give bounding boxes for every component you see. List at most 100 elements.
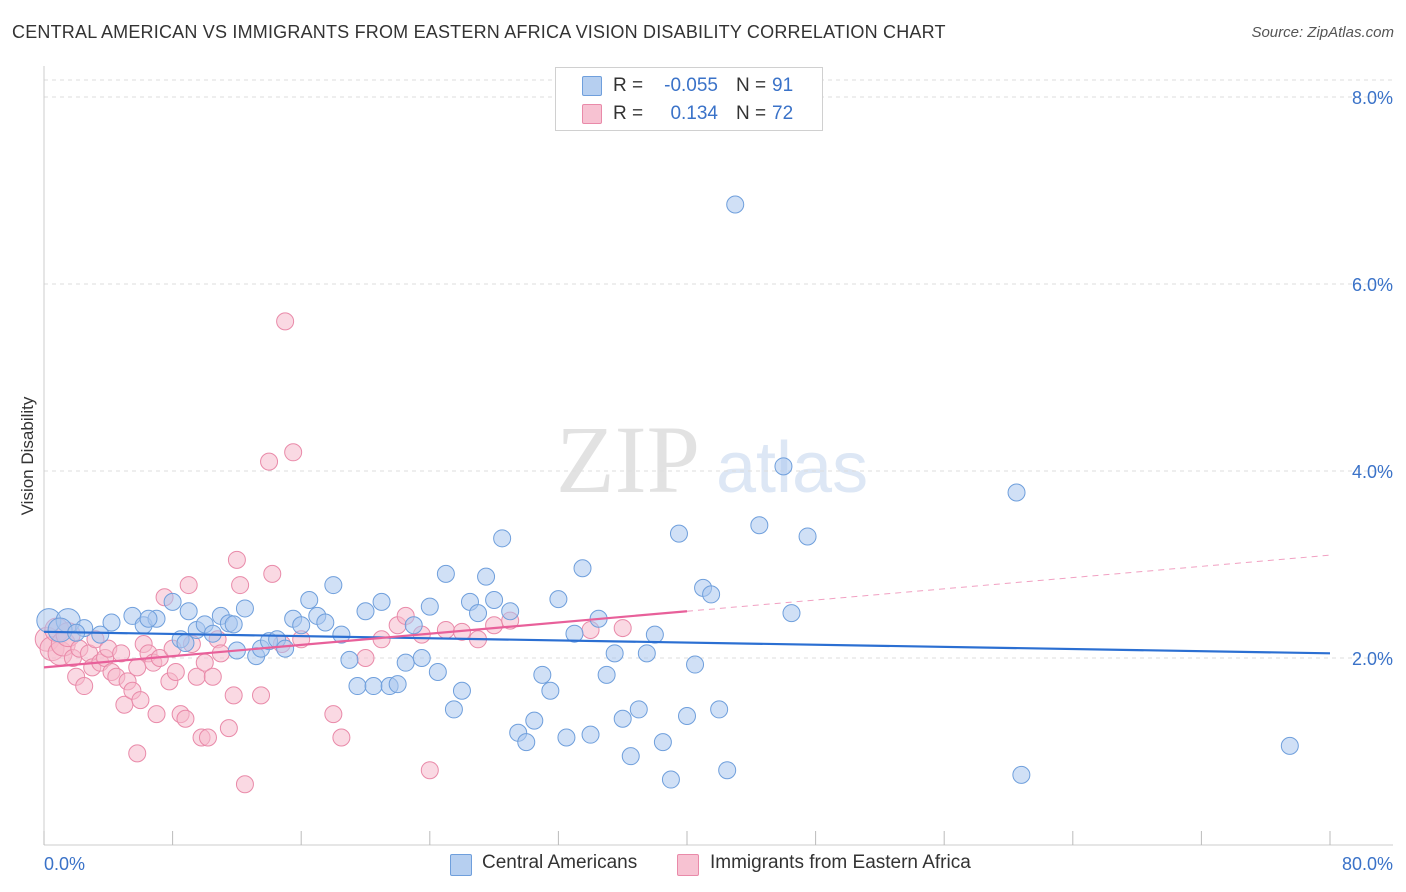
- scatter-point: [477, 567, 496, 586]
- scatter-point: [224, 686, 243, 705]
- scatter-point: [678, 706, 696, 725]
- trend-lines: [43, 554, 1331, 669]
- scatter-point: [324, 705, 343, 724]
- scatter-point: [605, 644, 624, 663]
- scatter-point: [557, 728, 576, 747]
- scatter-point: [324, 576, 343, 595]
- scatter-point: [252, 686, 271, 705]
- scatter-point: [469, 604, 488, 623]
- scatter-point: [372, 592, 391, 611]
- scatter-point: [276, 639, 295, 658]
- scatter-point: [396, 653, 415, 672]
- scatter-point: [485, 591, 504, 610]
- scatter-point: [726, 195, 745, 214]
- scatter-point: [661, 770, 680, 789]
- scatter-point: [653, 733, 672, 752]
- x-tick-label-min: 0.0%: [44, 854, 85, 874]
- scatter-point: [750, 516, 769, 535]
- scatter-point: [227, 550, 246, 569]
- legend-row-eastern-africa: R = 0.134 N = 72: [556, 100, 822, 128]
- scatter-point: [798, 527, 817, 546]
- scatter-point: [782, 604, 801, 623]
- scatter-point: [420, 597, 439, 616]
- scatter-point: [613, 619, 632, 638]
- scatter-point: [166, 663, 185, 682]
- scatter-point: [597, 665, 616, 684]
- scatter-point: [163, 592, 182, 611]
- trend-line-central-americans: [43, 630, 1331, 655]
- scatter-point: [179, 602, 198, 621]
- scatter-point: [128, 658, 147, 677]
- y-tick-labels: 2.0% 4.0% 6.0% 8.0%: [1352, 88, 1393, 669]
- legend-r-label: R =: [613, 75, 644, 96]
- scatter-point: [613, 709, 632, 728]
- scatter-point: [404, 616, 423, 635]
- scatter-point: [332, 728, 351, 747]
- scatter-point: [533, 665, 552, 684]
- scatter-point: [493, 529, 512, 548]
- scatter-point: [541, 681, 560, 700]
- scatter-point: [224, 615, 243, 634]
- trend-line-eastern-africa: [43, 610, 688, 669]
- bottom-legend-swatch-blue: [450, 854, 472, 876]
- scatter-point: [774, 457, 793, 476]
- scatter-point: [276, 312, 295, 331]
- scatter-point: [412, 649, 431, 667]
- scatter-point: [198, 728, 217, 747]
- y-tick-label: 4.0%: [1352, 462, 1393, 482]
- scatter-point: [428, 663, 447, 682]
- scatter-point: [669, 524, 688, 543]
- x-tick-label-max: 80.0%: [1342, 854, 1393, 874]
- scatter-point: [573, 559, 592, 578]
- scatter-point: [356, 649, 375, 667]
- scatter-point: [235, 775, 254, 794]
- watermark-zip: ZIP: [556, 406, 700, 513]
- scatter-point: [629, 700, 648, 719]
- scatter-point: [340, 650, 359, 669]
- legend-n-label: N =: [736, 75, 767, 96]
- scatter-point: [549, 590, 568, 609]
- scatter-point: [75, 677, 94, 696]
- scatter-point: [348, 677, 367, 696]
- scatter-point: [179, 576, 198, 595]
- correlation-legend: R = -0.055 N = 91 R = 0.134 N = 72: [555, 67, 823, 131]
- scatter-point: [525, 711, 544, 730]
- scatter-point: [452, 681, 471, 700]
- scatter-point: [388, 675, 407, 694]
- scatter-point: [147, 705, 166, 724]
- scatter-point: [231, 576, 250, 595]
- scatter-point: [621, 747, 640, 766]
- scatter-point: [364, 677, 383, 696]
- scatter-point: [316, 613, 335, 632]
- scatter-point: [139, 609, 158, 628]
- bottom-legend-label-pink: Immigrants from Eastern Africa: [710, 852, 971, 873]
- scatter-point: [176, 709, 195, 728]
- legend-n-value: 91: [772, 75, 794, 96]
- scatter-point: [284, 443, 303, 462]
- scatter-point: [219, 719, 238, 738]
- scatter-point: [637, 644, 656, 663]
- scatter-point: [131, 691, 150, 710]
- legend-swatch-blue: [582, 76, 602, 96]
- chart-title: CENTRAL AMERICAN VS IMMIGRANTS FROM EAST…: [12, 22, 946, 42]
- scatter-point: [112, 644, 131, 663]
- scatter-point: [485, 616, 504, 635]
- scatter-point: [501, 602, 520, 621]
- scatter-point: [420, 761, 439, 780]
- scatter-point: [332, 625, 351, 644]
- scatter-point: [718, 761, 737, 780]
- scatter-point: [176, 634, 195, 653]
- scatter-point: [102, 613, 121, 632]
- watermark: ZIP atlas: [556, 406, 868, 513]
- legend-n-value: 72: [772, 103, 794, 124]
- y-tick-label: 2.0%: [1352, 649, 1393, 669]
- gridlines: [44, 79, 1393, 659]
- legend-r-label: R =: [613, 103, 644, 124]
- scatter-point: [128, 744, 147, 763]
- scatter-point: [517, 733, 536, 752]
- scatter-point: [436, 564, 455, 583]
- y-tick-label: 6.0%: [1352, 275, 1393, 295]
- bottom-legend-label-blue: Central Americans: [482, 852, 638, 873]
- scatter-point: [1012, 765, 1031, 784]
